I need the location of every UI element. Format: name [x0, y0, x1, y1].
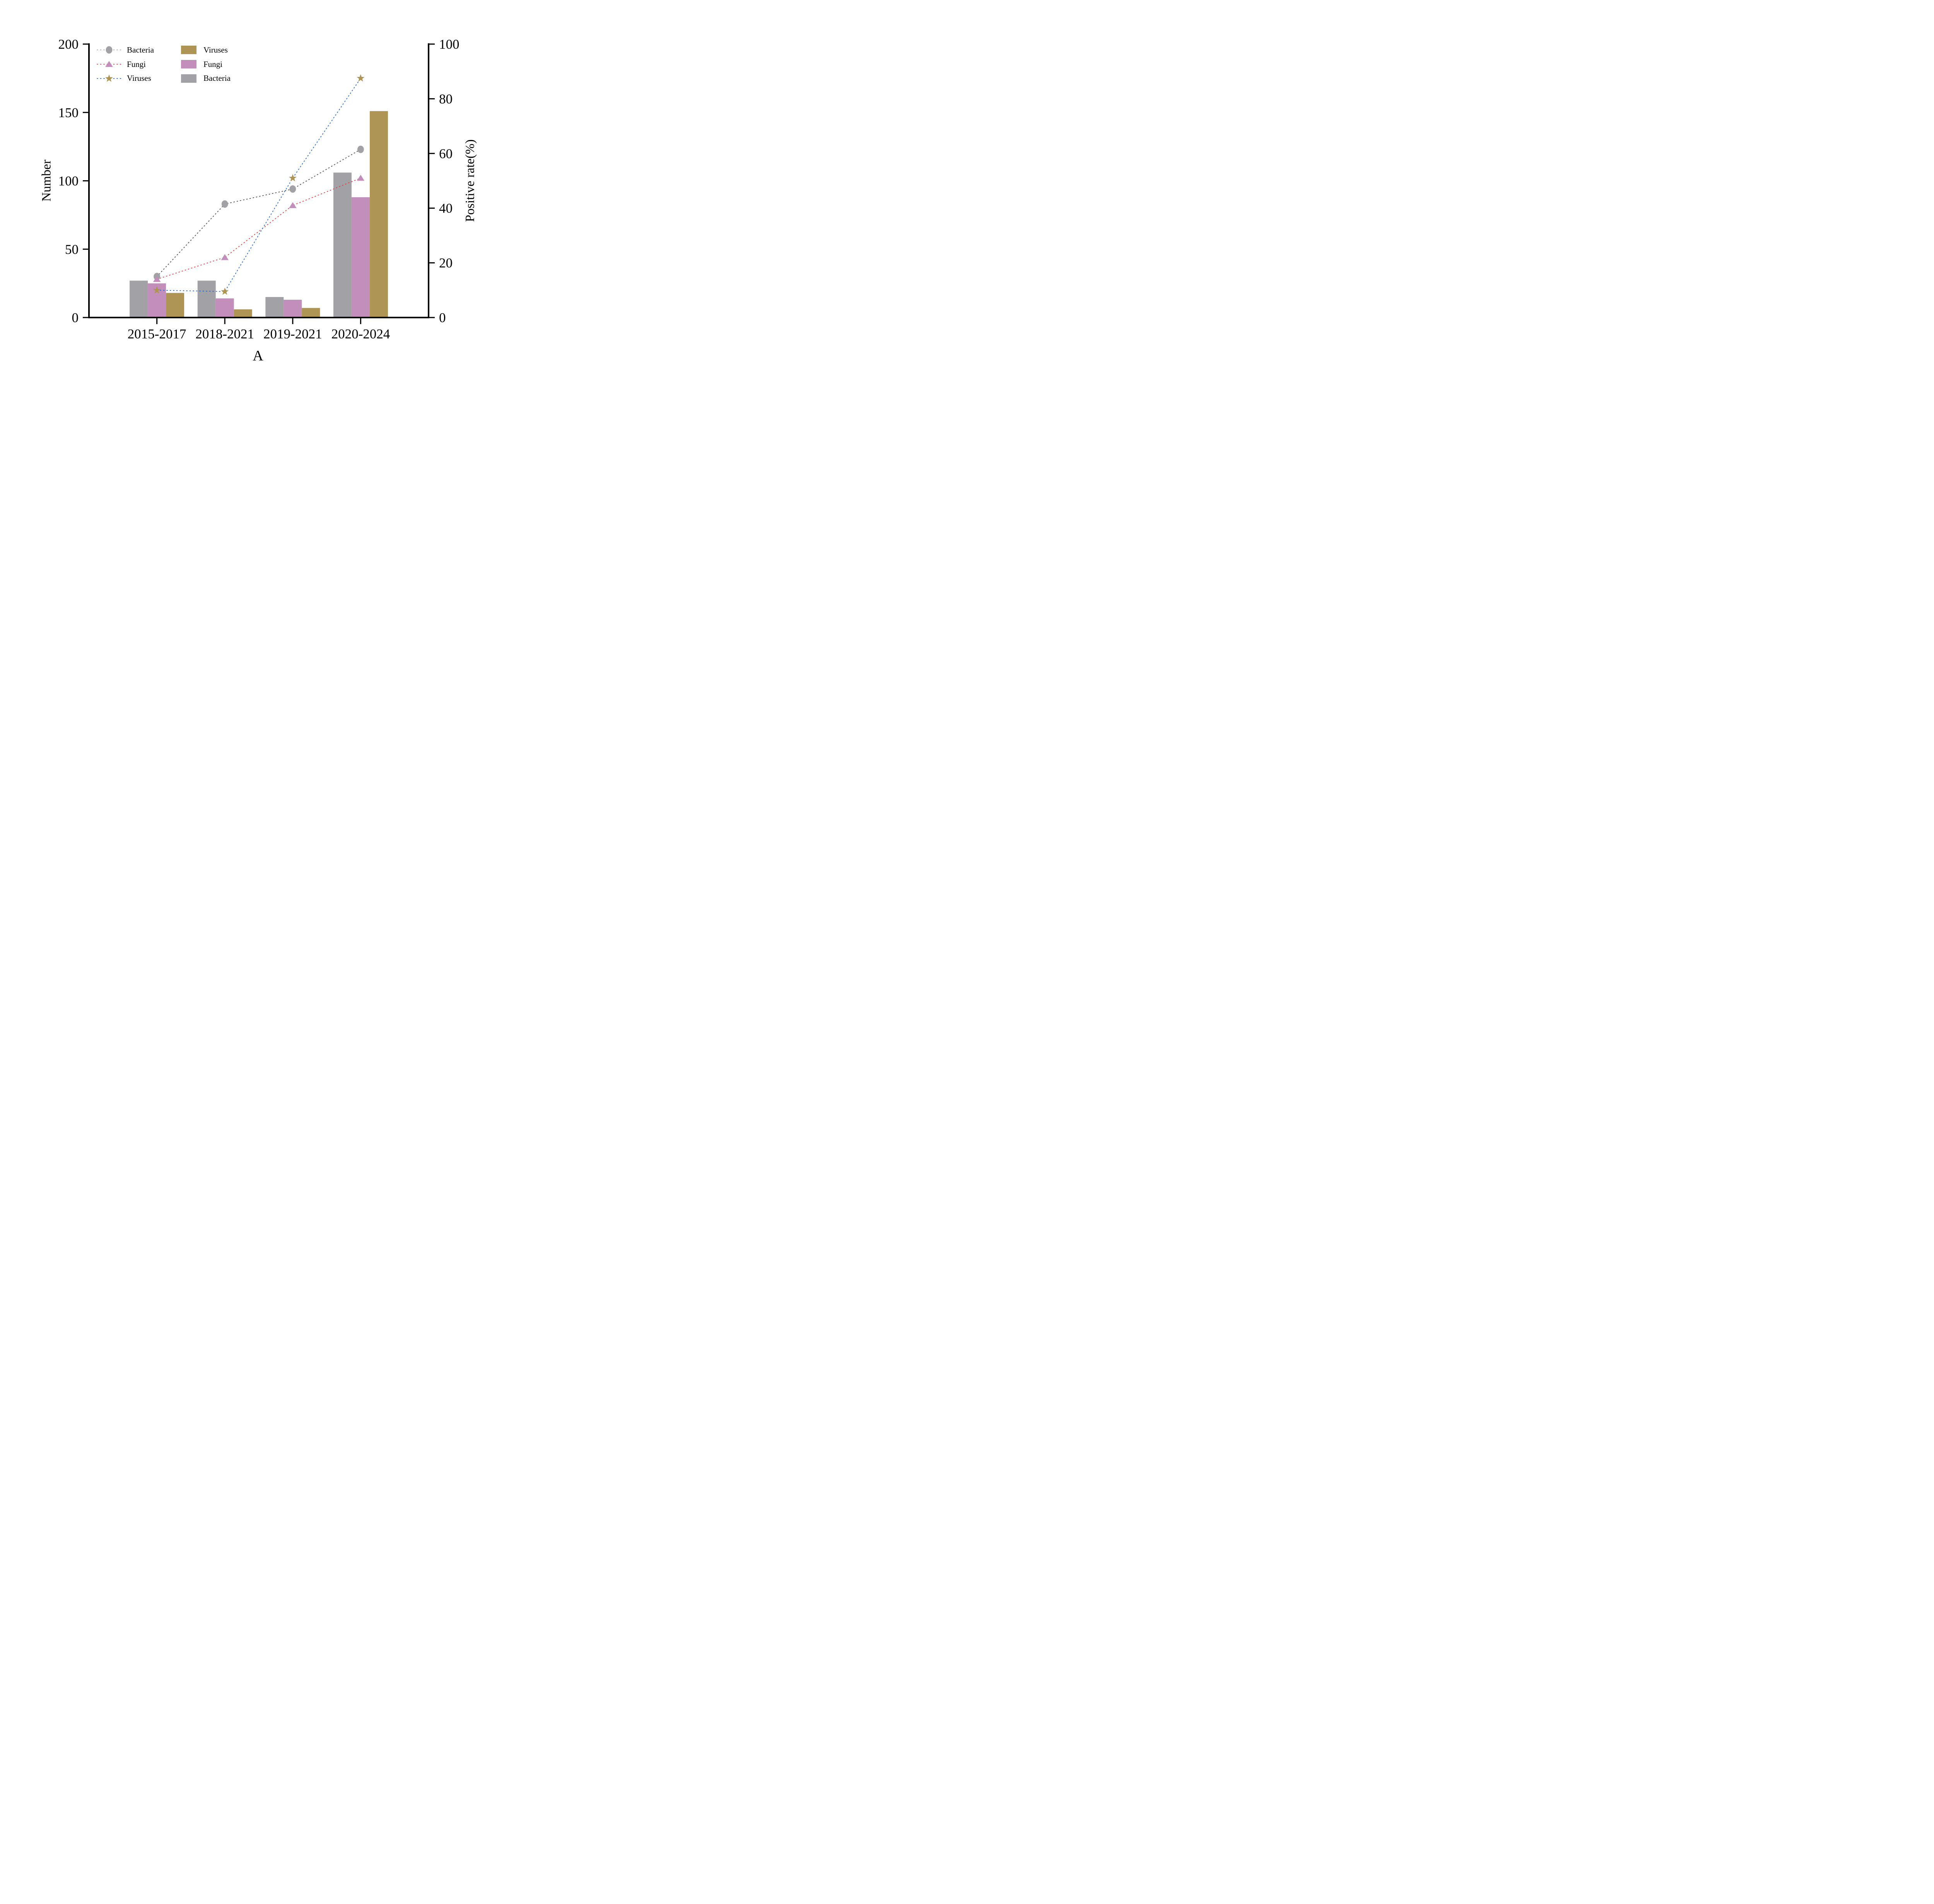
left-tick-label: 150: [58, 105, 79, 120]
bar-fungi-2018-2021: [215, 298, 234, 318]
right-tick-label: 100: [439, 37, 460, 52]
star-marker: [153, 286, 161, 294]
bar-fungi-2020-2024: [351, 197, 370, 318]
x-tick-label: 2019-2021: [263, 326, 322, 342]
line-fungi: [156, 178, 361, 280]
circle-marker: [289, 185, 296, 193]
star-marker: [289, 174, 297, 181]
left-tick-label: 100: [58, 174, 79, 189]
x-tick-label: 2015-2017: [128, 326, 186, 342]
bar-viruses-2020-2024: [369, 111, 388, 318]
right-tick-label: 20: [439, 256, 453, 271]
bar-bacteria-2018-2021: [197, 280, 216, 318]
x-tick-label: 2018-2021: [195, 326, 254, 342]
bar-viruses-2019-2021: [302, 308, 320, 318]
left-axis-title: Number: [39, 159, 54, 202]
triangle-marker: [221, 254, 229, 260]
right-tick-label: 80: [439, 91, 453, 106]
bar-viruses-2018-2021: [234, 309, 252, 318]
bar-fungi-2019-2021: [284, 300, 302, 318]
bar-bacteria-2015-2017: [130, 280, 148, 318]
triangle-marker: [289, 202, 297, 208]
chart-figure: 0 50 100 150 200 0 20 40 60 80 100 2015-2017 2018-20…: [0, 0, 497, 381]
triangle-marker: [357, 174, 365, 181]
line-bacteria: [156, 149, 361, 277]
right-tick-label: 0: [439, 310, 446, 325]
right-axis-title: Positive rate(%): [463, 139, 477, 222]
bar-viruses-2015-2017: [166, 293, 185, 318]
bar-bacteria-2020-2024: [333, 172, 352, 318]
star-marker: [357, 74, 365, 82]
plot-area: 0 50 100 150 200 0 20 40 60 80 100 2015-2017 2018-20…: [58, 37, 460, 342]
left-tick-label: 50: [65, 242, 79, 257]
circle-marker: [221, 200, 228, 208]
left-tick-label: 200: [58, 37, 79, 52]
line-viruses: [156, 78, 361, 292]
x-tick-label: 2020-2024: [331, 326, 390, 342]
x-axis-caption: A: [253, 348, 263, 364]
star-marker: [221, 287, 229, 295]
bar-bacteria-2019-2021: [265, 297, 284, 318]
triangle-marker: [153, 276, 161, 282]
left-tick-label: 0: [72, 310, 79, 325]
right-tick-label: 60: [439, 146, 453, 161]
circle-marker: [357, 145, 364, 153]
right-tick-label: 40: [439, 201, 453, 216]
